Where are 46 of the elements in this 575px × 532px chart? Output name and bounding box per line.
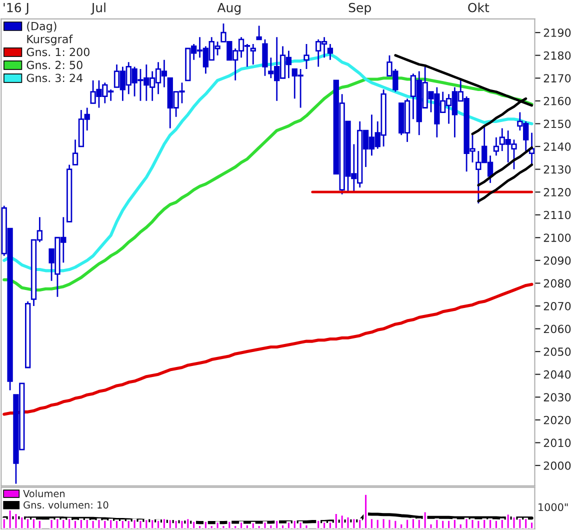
y-tick-label: 2030 — [544, 393, 571, 402]
y-tick-label: 2150 — [544, 120, 571, 128]
y-tick-label: 2040 — [544, 370, 571, 379]
x-tick-label: Sep — [348, 2, 371, 15]
candlestick — [327, 43, 334, 61]
legend-label: Gns. 1: 200 — [26, 48, 90, 56]
candlestick — [262, 38, 268, 77]
y-tick-label: 2130 — [544, 165, 571, 174]
candlestick — [493, 136, 500, 156]
line-series — [2, 282, 534, 416]
x-tick-label: '16 J — [4, 2, 28, 15]
y-tick-label: 2070 — [544, 302, 571, 310]
y-tick-label: 2050 — [544, 348, 571, 356]
legend-label: (Dag) — [27, 22, 56, 32]
y-tick-label: 2090 — [544, 256, 571, 265]
y-tick-label: 2020 — [544, 416, 571, 424]
y-tick-label: 2140 — [544, 142, 571, 151]
legend-label: Gns. 3: 24 — [26, 74, 83, 82]
y-tick-label: 2110 — [544, 210, 571, 220]
y-tick-label: 2010 — [544, 438, 571, 448]
bar — [304, 524, 309, 529]
legend-label: Volumen — [23, 490, 65, 498]
y-tick-label: 2190 — [544, 28, 571, 37]
bar — [512, 516, 516, 529]
text: 1000" — [538, 503, 568, 512]
y-tick-label: 2080 — [544, 279, 571, 288]
candlestick — [304, 43, 310, 70]
line-series — [477, 146, 534, 186]
candlestick — [256, 25, 262, 40]
legend-title: Kursgraf — [27, 34, 73, 46]
candlestick — [72, 138, 78, 166]
y-tick-label: 2100 — [544, 234, 571, 242]
x-tick-label: Jul — [90, 2, 106, 15]
y-tick-label: 2180 — [544, 51, 571, 60]
legend-label: Gns. volumen: 10 — [24, 501, 108, 509]
y-tick-label: 2170 — [544, 74, 571, 83]
x-tick-label: Okt — [468, 2, 490, 12]
y-tick-label: 2160 — [544, 96, 571, 106]
line-series — [477, 163, 534, 202]
bar — [49, 518, 54, 529]
y-tick-label: 2120 — [544, 188, 571, 196]
x-tick-label: Aug — [217, 3, 240, 15]
candlestick — [250, 43, 256, 66]
legend-label: Gns. 2: 50 — [26, 60, 82, 70]
y-tick-label: 2000 — [544, 461, 571, 470]
y-tick-label: 2060 — [544, 324, 571, 334]
